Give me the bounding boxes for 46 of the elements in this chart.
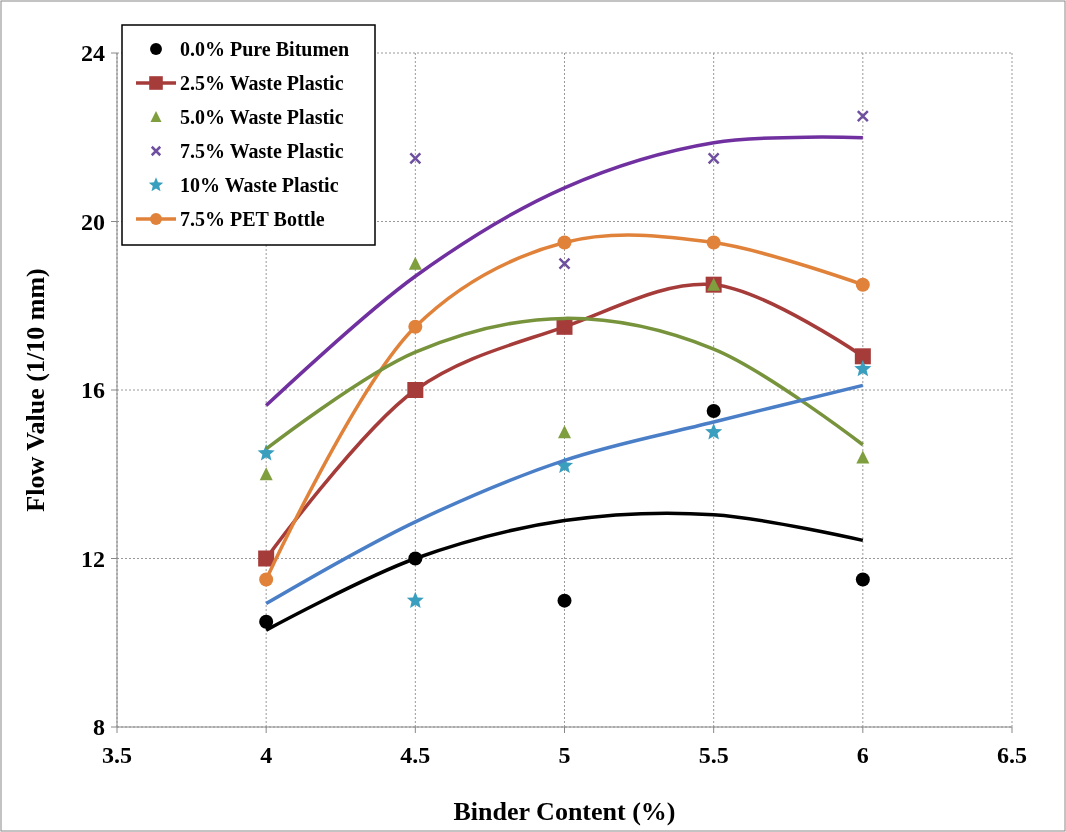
point bbox=[408, 319, 423, 334]
x-tick-label: 4 bbox=[260, 742, 273, 768]
point bbox=[558, 257, 571, 270]
point bbox=[854, 359, 872, 377]
point bbox=[705, 423, 723, 440]
y-tick-label: 24 bbox=[81, 40, 105, 67]
x-tick-label: 5.5 bbox=[698, 742, 729, 768]
point bbox=[407, 382, 424, 398]
legend-label: 7.5% Waste Plastic bbox=[180, 140, 344, 162]
y-axis-title: Flow Value (1/10 mm) bbox=[21, 268, 50, 512]
point bbox=[557, 235, 572, 250]
x-tick-label: 6 bbox=[856, 742, 869, 768]
line-series bbox=[264, 383, 865, 606]
point bbox=[257, 444, 275, 461]
point bbox=[707, 152, 720, 165]
legend-label: 0.0% Pure Bitumen bbox=[180, 38, 350, 60]
point bbox=[258, 550, 275, 567]
x-tick-label: 4.5 bbox=[400, 742, 431, 768]
x-tick-label: 5 bbox=[558, 742, 571, 768]
y-tick-label: 20 bbox=[81, 208, 105, 235]
y-tick-label: 16 bbox=[81, 377, 105, 404]
point bbox=[408, 256, 422, 270]
legend-label: 5.0% Waste Plastic bbox=[180, 106, 344, 128]
point bbox=[259, 467, 273, 481]
legend-label: 10% Waste Plastic bbox=[180, 174, 339, 196]
point bbox=[854, 348, 871, 365]
x-tick-label: 6.5 bbox=[997, 742, 1027, 768]
point bbox=[558, 425, 571, 439]
point bbox=[706, 404, 721, 419]
x-axis-title: Binder Content (%) bbox=[453, 797, 676, 826]
point bbox=[406, 591, 424, 608]
point bbox=[259, 614, 274, 629]
point bbox=[706, 235, 721, 250]
point bbox=[856, 109, 870, 123]
x-tick-label: 3.5 bbox=[102, 742, 132, 768]
y-tick-label: 12 bbox=[81, 545, 105, 572]
point bbox=[409, 152, 422, 165]
y-tick-label: 8 bbox=[93, 714, 105, 741]
point bbox=[855, 572, 870, 587]
point bbox=[259, 572, 274, 587]
point bbox=[556, 318, 573, 335]
point bbox=[855, 277, 870, 292]
legend-label: 2.5% Waste Plastic bbox=[180, 72, 344, 94]
point bbox=[856, 450, 870, 464]
legend-label: 7.5% PET Bottle bbox=[180, 208, 325, 230]
point bbox=[557, 593, 572, 608]
